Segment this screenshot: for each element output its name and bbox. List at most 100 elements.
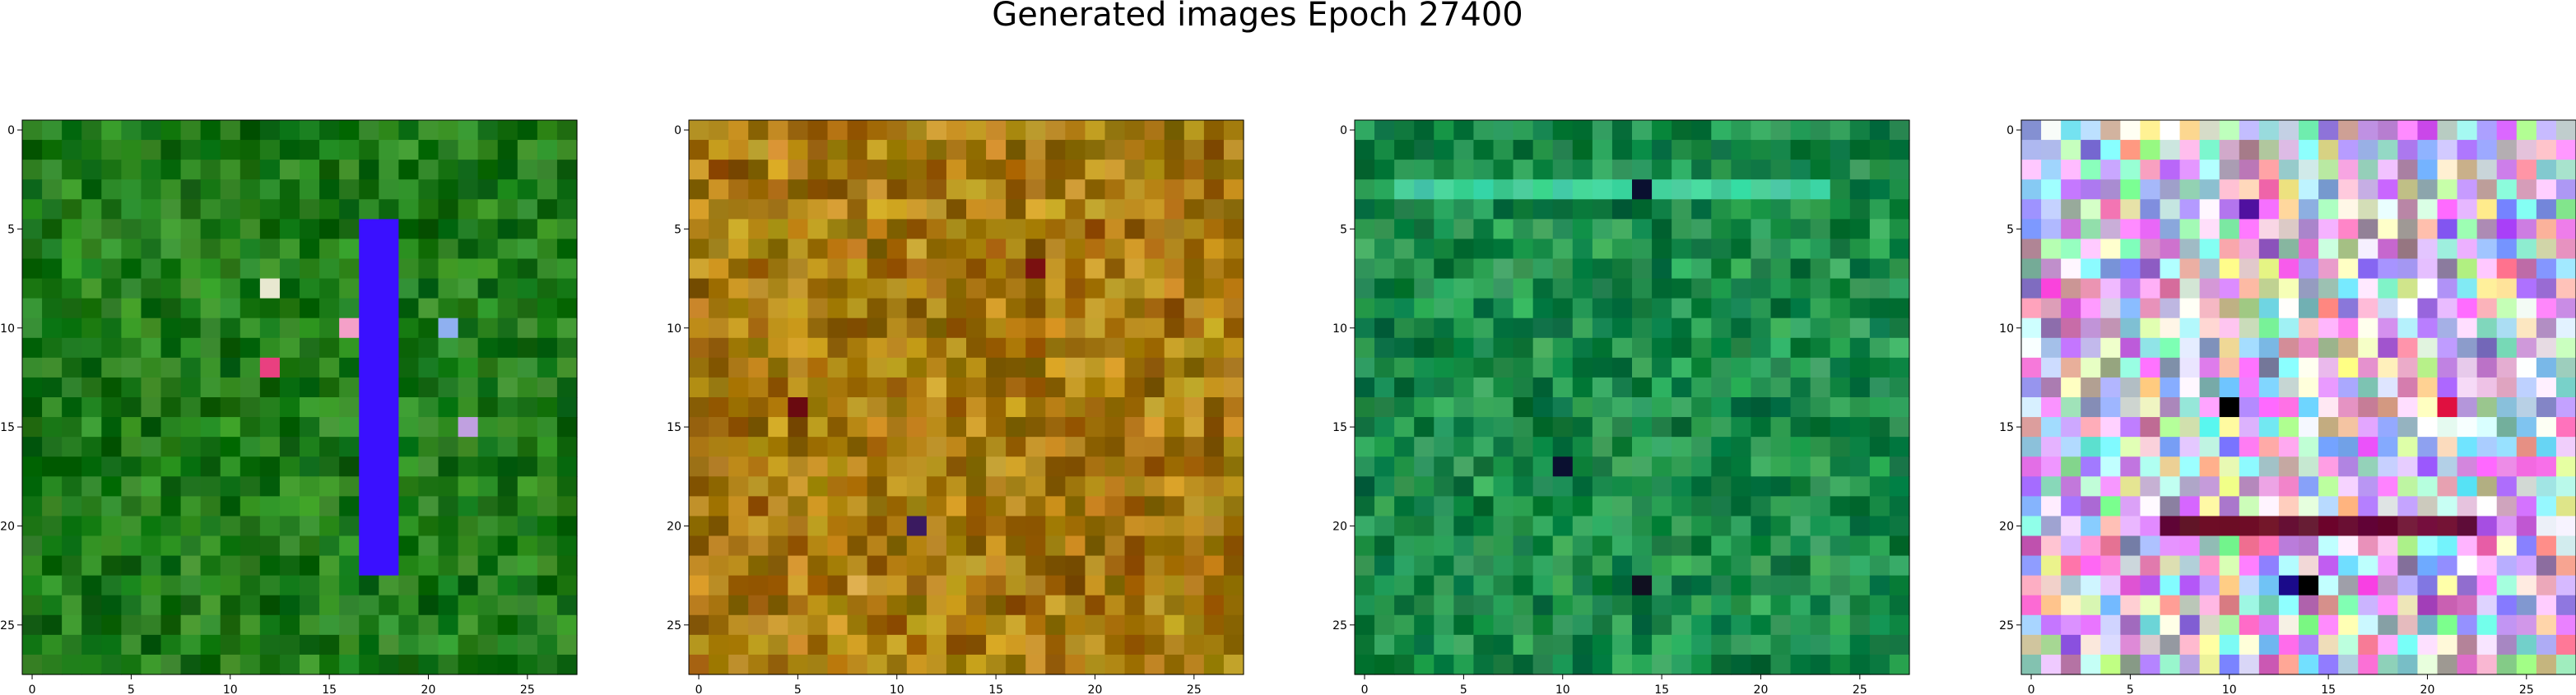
pixel [1870,595,1890,616]
pixel [81,516,102,536]
pixel [1593,576,1613,596]
pixel [2081,378,2101,398]
pixel [418,595,439,616]
pixel [2536,496,2557,517]
pixel [2100,120,2121,141]
pixel [1573,358,1593,378]
pixel [709,456,729,477]
pixel [1025,595,1046,616]
pixel [2438,160,2458,180]
pixel [81,635,102,656]
pixel [81,318,102,339]
pixel [1374,358,1395,378]
pixel [2220,556,2240,577]
pixel [1374,655,1395,675]
pixel [1850,338,1871,359]
pixel [1145,299,1165,319]
pixel [2041,318,2062,339]
x-tick-label: 25 [520,683,535,695]
pixel [867,417,888,438]
pixel [1105,299,1126,319]
pixel [1652,358,1672,378]
pixel [42,397,63,418]
pixel [2299,595,2319,616]
pixel [986,378,1007,398]
pixel [280,299,300,319]
pixel [161,299,182,319]
pixel [709,417,729,438]
pixel [42,456,63,477]
pixel [498,437,518,457]
pixel [2318,556,2339,577]
pixel [498,239,518,259]
pixel [748,338,769,359]
pixel [537,160,558,180]
pixel [887,615,908,636]
pixel [319,160,340,180]
pixel [1711,318,1732,339]
pixel [1394,417,1415,438]
pixel [240,318,261,339]
pixel [161,496,182,517]
pixel [927,595,947,616]
pixel [2318,120,2339,141]
pixel [2299,615,2319,636]
pixel [1771,259,1792,280]
pixel [1691,536,1712,557]
pixel [1414,595,1434,616]
pixel [1473,516,1494,536]
pixel [2556,655,2576,675]
pixel [728,516,749,536]
pixel [2200,120,2220,141]
pixel [887,437,908,457]
pixel [2259,437,2280,457]
pixel [1434,259,1454,280]
pixel [2397,299,2418,319]
pixel [2517,199,2537,220]
pixel [1453,556,1474,577]
pixel [1473,259,1494,280]
pixel [2517,140,2537,160]
pixel [1025,259,1046,280]
pixel [42,120,63,141]
pixel [2378,595,2398,616]
pixel [2556,239,2576,259]
pixel [1691,179,1712,200]
pixel [1553,160,1574,180]
pixel [689,615,709,636]
pixel [2200,536,2220,557]
pixel [1184,556,1205,577]
pixel [1751,655,1771,675]
pixel [22,358,43,378]
pixel [2438,378,2458,398]
pixel [1890,299,1910,319]
pixel [2338,556,2359,577]
pixel [1850,456,1871,477]
pixel [1830,496,1851,517]
pixel [1632,496,1653,517]
pixel [2556,179,2576,200]
pixel [1811,338,1831,359]
pixel [1612,655,1633,675]
pixel [1434,635,1454,656]
pixel [1355,536,1375,557]
pixel [81,397,102,418]
pixel [22,179,43,200]
pixel [1533,299,1554,319]
pixel [379,536,399,557]
pixel [161,397,182,418]
pixel [518,140,538,160]
pixel [478,179,499,200]
pixel [2536,476,2557,497]
pixel [1473,456,1494,477]
pixel [498,556,518,577]
pixel [1870,576,1890,596]
pixel [2041,120,2062,141]
pixel [62,456,82,477]
pixel [280,595,300,616]
pixel [260,259,281,280]
pixel [2239,378,2260,398]
pixel [1672,655,1692,675]
pixel [458,635,479,656]
pixel [2200,437,2220,457]
